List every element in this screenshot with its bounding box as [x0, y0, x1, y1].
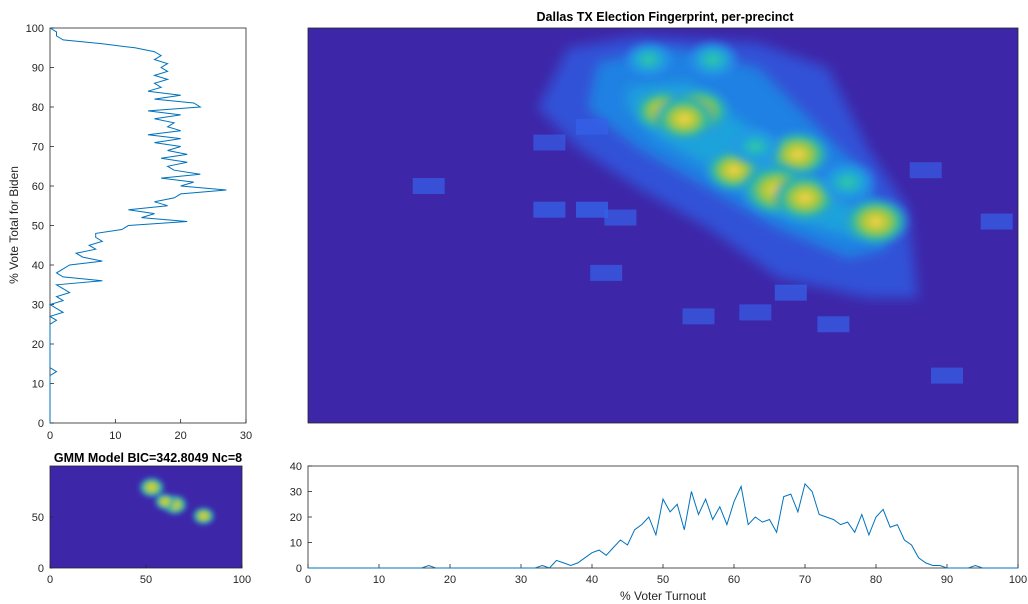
- heatmap-outlier-cell: [981, 214, 1013, 230]
- heatmap-outlier-cell: [576, 119, 608, 135]
- x-tick-label: 50: [657, 574, 669, 586]
- fingerprint-panel: Dallas TX Election Fingerprint, per-prec…: [308, 10, 1018, 423]
- y-tick-label: 90: [32, 63, 44, 75]
- heatmap-outlier-cell: [931, 368, 963, 384]
- heatmap-outlier-cell: [683, 308, 715, 324]
- x-tick-label: 20: [444, 574, 456, 586]
- y-tick-label: 10: [290, 538, 302, 550]
- x-tick-label: 70: [799, 574, 811, 586]
- y-tick-label: 30: [290, 487, 302, 499]
- heatmap-outlier-cell: [775, 285, 807, 301]
- heatmap-outlier-cell: [817, 316, 849, 332]
- x-tick-label: 10: [373, 574, 385, 586]
- x-tick-label: 50: [140, 574, 152, 586]
- gmm-title: GMM Model BIC=342.8049 Nc=8: [54, 451, 242, 465]
- x-tick-label: 30: [515, 574, 527, 586]
- heatmap-outlier-cell: [413, 178, 445, 194]
- heatmap-outlier-cell: [739, 304, 771, 320]
- y-tick-label: 40: [290, 461, 302, 473]
- gmm-plot-area: [50, 466, 242, 568]
- y-tick-label: 20: [32, 339, 44, 351]
- x-tick-label: 0: [47, 430, 53, 442]
- x-tick-label: 80: [870, 574, 882, 586]
- heatmap-hotspot: [684, 38, 741, 80]
- y-tick-label: 80: [32, 102, 44, 114]
- y-tick-label: 10: [32, 379, 44, 391]
- x-tick-label: 10: [109, 430, 121, 442]
- heatmap-hotspot: [622, 39, 676, 80]
- heatmap-outlier-cell: [604, 210, 636, 226]
- biden-histogram-panel: 0 10 20 30 40 50 60 70 80 90 100 0 10 20 30 % Vote To…: [7, 23, 252, 442]
- x-tick-label: 20: [175, 430, 187, 442]
- heatmap-outlier-cell: [533, 135, 565, 151]
- x-tick-label: 90: [941, 574, 953, 586]
- x-tick-label: 0: [305, 574, 311, 586]
- x-tick-label: 100: [1009, 574, 1027, 586]
- fingerprint-title: Dallas TX Election Fingerprint, per-prec…: [537, 10, 795, 24]
- x-tick-label: 100: [233, 574, 251, 586]
- y-tick-label: 60: [32, 181, 44, 193]
- y-tick-label: 70: [32, 142, 44, 154]
- biden-histogram-axes-box: [50, 28, 246, 423]
- x-tick-label: 40: [586, 574, 598, 586]
- fingerprint-plot-area: [308, 28, 1018, 423]
- gmm-component: [191, 506, 215, 526]
- y-tick-label: 100: [26, 23, 44, 35]
- y-tick-label: 50: [32, 512, 44, 524]
- heatmap-hotspot: [817, 159, 879, 205]
- heatmap-hotspot: [650, 93, 719, 144]
- turnout-histogram-x-label: % Voter Turnout: [620, 589, 707, 603]
- gmm-panel: GMM Model BIC=342.8049 Nc=8 0 50 0 50 100: [32, 451, 251, 586]
- y-tick-label: 0: [296, 563, 302, 575]
- y-tick-label: 0: [38, 418, 44, 430]
- heatmap-outlier-cell: [590, 265, 622, 281]
- gmm-component: [154, 492, 177, 511]
- y-tick-label: 30: [32, 300, 44, 312]
- turnout-histogram-panel: 0 10 20 30 40 0 10 20 30 40 50 60 70 80 90 100 % Voter…: [290, 461, 1027, 603]
- turnout-histogram-axes-box: [308, 466, 1018, 568]
- y-tick-label: 50: [32, 221, 44, 233]
- heatmap-hotspot: [726, 125, 784, 169]
- y-tick-label: 20: [290, 512, 302, 524]
- x-tick-label: 60: [728, 574, 740, 586]
- x-tick-label: 0: [47, 574, 53, 586]
- y-tick-label: 0: [38, 563, 44, 575]
- y-tick-label: 40: [32, 260, 44, 272]
- heatmap-outlier-cell: [533, 202, 565, 218]
- heatmap-outlier-cell: [576, 202, 608, 218]
- heatmap-outlier-cell: [910, 162, 942, 178]
- biden-histogram-y-label: % Vote Total for Biden: [7, 166, 21, 284]
- x-tick-label: 30: [240, 430, 252, 442]
